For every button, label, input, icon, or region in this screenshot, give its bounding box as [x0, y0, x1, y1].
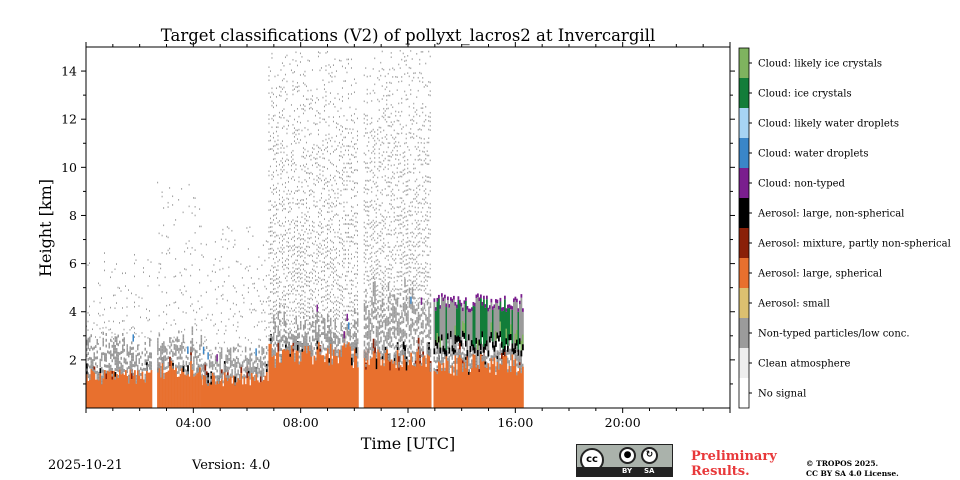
colorbar-label: Cloud: non-typed	[758, 179, 846, 190]
x-tick-label: 16:00	[497, 415, 533, 430]
colorbar-label: Non-typed particles/low conc.	[758, 329, 910, 340]
colorbar-swatch	[739, 348, 749, 378]
colorbar-swatch	[739, 318, 749, 348]
chart-title: Target classifications (V2) of pollyxt_l…	[161, 26, 655, 45]
preliminary-line-2: Results.	[691, 464, 750, 479]
colorbar-swatch	[739, 48, 749, 78]
colorbar-swatch	[739, 108, 749, 138]
cc-license-logo: cc ● ↻ BY SA	[576, 444, 673, 477]
colorbar-label: Cloud: likely water droplets	[758, 119, 899, 130]
colorbar-swatch	[739, 168, 749, 198]
colorbar-label: Cloud: likely ice crystals	[758, 59, 882, 70]
colorbar-swatch	[739, 258, 749, 288]
colorbar-swatch	[739, 198, 749, 228]
preliminary-line-1: Preliminary	[691, 449, 777, 464]
heatmap-segment	[433, 293, 524, 408]
colorbar-label: Clean atmosphere	[758, 359, 851, 370]
y-tick-label: 8	[69, 208, 77, 223]
y-axis-label: Height [km]	[36, 179, 55, 277]
y-tick-label: 10	[61, 160, 77, 175]
attribution-icon: ●	[619, 447, 636, 464]
colorbar-label: Cloud: water droplets	[758, 149, 869, 160]
colorbar-swatch	[739, 288, 749, 318]
y-tick-label: 14	[61, 64, 77, 79]
date-label: 2025-10-21	[48, 458, 123, 473]
heatmap-segment	[363, 49, 432, 408]
x-axis: 04:00 08:00 12:00 16:00 20:00	[85, 42, 731, 430]
colorbar-swatch	[739, 228, 749, 258]
colorbar-legend: Cloud: likely ice crystals Cloud: ice cry…	[738, 47, 951, 409]
colorbar-frame	[738, 47, 750, 409]
cc-by-text: BY	[622, 467, 633, 475]
x-tick-label: 20:00	[605, 415, 641, 430]
heatmap-segment	[157, 181, 203, 408]
x-tick-label: 08:00	[283, 415, 319, 430]
version-label: Version: 4.0	[192, 458, 271, 473]
colorbar-swatch	[739, 378, 749, 408]
preliminary-notice: Preliminary Results.	[691, 449, 777, 479]
x-tick-label: 12:00	[390, 415, 426, 430]
heatmap-segment	[268, 50, 359, 408]
colorbar-label: Aerosol: mixture, partly non-spherical	[757, 239, 951, 250]
colorbar-label: Cloud: ice crystals	[758, 89, 852, 100]
colorbar-label: No signal	[758, 389, 806, 400]
license-line-2: CC BY SA 4.0 License.	[806, 469, 899, 478]
y-tick-label: 4	[69, 304, 77, 319]
cc-logo-strip	[577, 467, 672, 476]
plot-frame	[85, 46, 731, 409]
y-tick-label: 2	[69, 352, 77, 367]
license-line-1: © TROPOS 2025.	[806, 459, 879, 468]
y-tick-label: 12	[61, 112, 77, 127]
y-axis: 2 4 6 8 10 12 14	[61, 64, 735, 385]
license-notice: © TROPOS 2025. CC BY SA 4.0 License.	[806, 459, 899, 479]
cc-sa-text: SA	[644, 467, 655, 475]
heatmap-layer	[86, 49, 524, 408]
colorbar-label: Aerosol: large, non-spherical	[757, 209, 904, 220]
y-tick-label: 6	[69, 256, 77, 271]
heatmap-segment	[201, 226, 270, 408]
share-alike-icon: ↻	[641, 447, 658, 464]
colorbar-label: Aerosol: small	[757, 299, 830, 310]
colorbar-label: Aerosol: large, spherical	[757, 269, 882, 280]
colorbar-swatch	[739, 78, 749, 108]
x-tick-label: 04:00	[175, 415, 211, 430]
colorbar-swatch	[739, 138, 749, 168]
heatmap-segment	[86, 252, 153, 408]
x-axis-label: Time [UTC]	[361, 434, 455, 453]
